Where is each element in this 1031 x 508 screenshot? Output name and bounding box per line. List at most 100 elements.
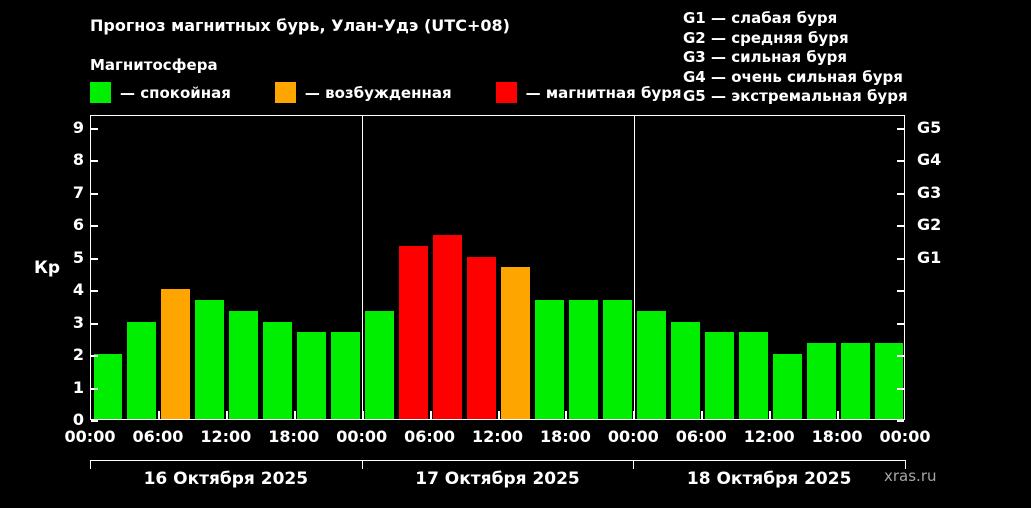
kp-bar <box>263 321 293 419</box>
date-axis-tick <box>905 460 906 469</box>
kp-bar <box>399 246 429 419</box>
day-boundary-line <box>633 116 635 419</box>
y-tick-label: 1 <box>72 377 84 397</box>
y-tick-label: 9 <box>72 117 84 137</box>
y-tick-label: 8 <box>72 150 84 170</box>
kp-bar <box>568 299 598 419</box>
storm-scale-item-g4: G4 — очень сильная буря <box>683 67 903 86</box>
x-tick-label: 18:00 <box>811 427 863 446</box>
legend-item-excited: — возбужденная <box>274 82 452 103</box>
legend-label-quiet: — спокойная <box>120 83 231 102</box>
x-tick-label: 12:00 <box>743 427 795 446</box>
g-axis-label-g2: G2 <box>917 215 942 235</box>
x-tick-label: 12:00 <box>200 427 252 446</box>
day-boundary-line <box>362 116 364 419</box>
kp-bar <box>161 289 191 419</box>
y-tick-label: 4 <box>72 280 84 300</box>
x-axis-tick <box>225 411 228 419</box>
x-tick-label: 18:00 <box>268 427 320 446</box>
y-tick-label: 6 <box>72 215 84 235</box>
kp-bar <box>806 343 836 419</box>
date-label: 16 Октября 2025 <box>143 469 309 489</box>
g-axis-label-g4: G4 <box>917 150 942 170</box>
kp-bar <box>229 310 259 419</box>
x-tick-label: 00:00 <box>607 427 659 446</box>
y-tick-label: 5 <box>72 247 84 267</box>
x-axis-tick <box>361 411 364 419</box>
y-axis-tick <box>91 290 98 293</box>
g-axis-label-g3: G3 <box>917 182 942 202</box>
y-axis-tick <box>91 160 98 163</box>
x-tick-label: 06:00 <box>404 427 456 446</box>
y-axis-tick <box>91 355 98 358</box>
watermark: xras.ru <box>884 467 937 485</box>
y-tick-label: 7 <box>72 182 84 202</box>
y-axis-tick-right <box>897 355 904 358</box>
x-tick-label: 18:00 <box>539 427 591 446</box>
y-axis-tick <box>91 192 98 195</box>
kp-bar <box>501 267 530 419</box>
x-tick-label: 06:00 <box>675 427 727 446</box>
chart-title: Прогноз магнитных бурь, Улан-Удэ (UTC+08… <box>90 16 510 35</box>
x-tick-label: 00:00 <box>336 427 388 446</box>
y-axis-tick-right <box>897 225 904 228</box>
legend-swatch-excited <box>274 82 296 103</box>
legend-label-excited: — возбужденная <box>304 83 452 102</box>
kp-bar <box>467 256 496 419</box>
kp-bar <box>365 310 395 419</box>
kp-bar <box>195 299 225 419</box>
x-tick-label: 06:00 <box>132 427 184 446</box>
x-axis-tick <box>157 411 160 419</box>
y-axis-tick-right <box>897 420 904 422</box>
storm-scale-item-g1: G1 — слабая буря <box>683 9 838 27</box>
x-axis-tick <box>429 411 432 419</box>
kp-bar <box>636 310 666 419</box>
storm-scale-item-g3: G3 — сильная буря <box>683 48 848 67</box>
y-axis-tick-right <box>897 257 904 260</box>
y-axis-tick <box>91 225 98 228</box>
legend-item-quiet: — спокойная <box>90 82 231 103</box>
kp-bar <box>704 332 734 419</box>
kp-bar <box>93 354 123 419</box>
x-axis-tick <box>769 411 772 419</box>
kp-legend: — спокойная — возбужденная — магнитная бур… <box>90 82 682 103</box>
kp-bar <box>670 321 700 419</box>
date-label: 17 Октября 2025 <box>415 469 580 489</box>
x-axis-tick <box>837 411 840 419</box>
y-axis-tick <box>91 420 98 422</box>
legend-label-storm: — магнитная буря <box>525 83 682 102</box>
y-axis-tick <box>91 127 98 130</box>
x-tick-label: 00:00 <box>879 427 931 446</box>
legend-swatch-storm <box>495 82 517 103</box>
y-tick-label: 0 <box>72 410 84 429</box>
storm-scale-item-g5: G5 — экстремальная буря <box>683 87 908 106</box>
x-axis-tick <box>633 411 636 419</box>
legend-item-storm: — магнитная буря <box>495 82 682 103</box>
y-axis-tick <box>91 322 98 325</box>
y-tick-label: 2 <box>72 345 84 365</box>
kp-bar <box>331 332 361 419</box>
y-axis-tick-right <box>897 160 904 163</box>
kp-bar <box>534 299 564 419</box>
y-axis-tick <box>91 387 98 390</box>
kp-bar <box>840 343 870 419</box>
kp-bar <box>433 235 463 419</box>
g-axis-label-g1: G1 <box>917 247 942 267</box>
x-tick-label: 12:00 <box>472 427 523 446</box>
x-axis-tick <box>701 411 704 419</box>
legend-swatch-quiet <box>90 82 111 103</box>
y-axis-title: Кр <box>34 258 61 278</box>
x-tick-label: 00:00 <box>64 427 116 446</box>
y-axis-tick-right <box>897 322 904 325</box>
storm-scale-legend: G1 — слабая буря G2 — средняя буря G3 — си… <box>683 9 908 107</box>
y-axis-tick <box>91 257 98 260</box>
y-axis-tick-right <box>897 127 904 130</box>
y-axis-tick-right <box>897 290 904 293</box>
date-axis-tick <box>90 460 91 469</box>
kp-bar <box>772 354 802 419</box>
kp-bar <box>738 332 768 419</box>
date-axis-tick <box>633 460 635 469</box>
date-label: 18 Октября 2025 <box>686 469 852 489</box>
y-axis-tick-right <box>897 192 904 195</box>
